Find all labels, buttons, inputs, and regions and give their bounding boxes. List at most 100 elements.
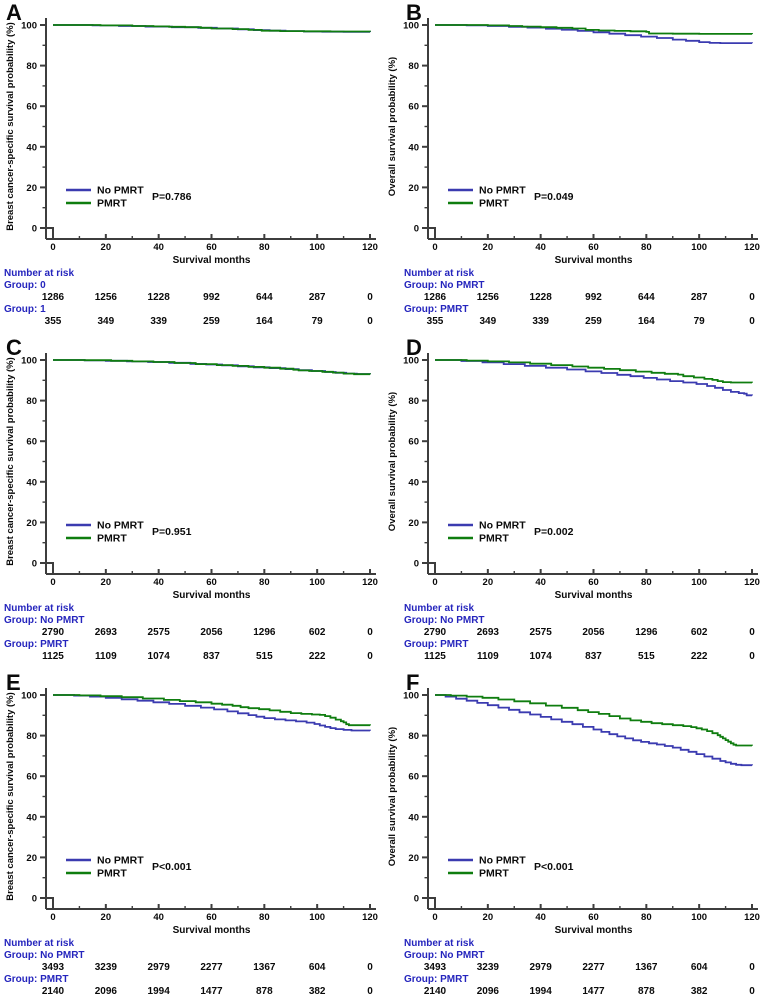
y-tick-label: 40 bbox=[26, 812, 37, 823]
x-tick-label: 0 bbox=[50, 577, 55, 588]
y-tick-label: 80 bbox=[26, 61, 37, 72]
risk-table-header: Number at risk bbox=[404, 268, 474, 279]
x-tick-label: 80 bbox=[259, 577, 270, 588]
risk-count: 222 bbox=[691, 651, 708, 662]
legend-label-no-pmrt: No PMRT bbox=[479, 855, 526, 867]
x-tick-label: 40 bbox=[535, 242, 546, 253]
y-tick-label: 80 bbox=[26, 731, 37, 742]
y-tick-label: 0 bbox=[414, 559, 419, 570]
x-tick-label: 120 bbox=[362, 577, 378, 588]
y-axis-title: Breast cancer-specific survival probabil… bbox=[5, 22, 16, 231]
risk-count: 1994 bbox=[530, 986, 553, 997]
risk-count: 2979 bbox=[148, 962, 171, 973]
risk-group-label: Group: No PMRT bbox=[404, 615, 485, 626]
risk-group-label: Group: No PMRT bbox=[4, 615, 85, 626]
risk-count: 3493 bbox=[42, 962, 65, 973]
km-chart-e: E 0 20 40 60 80 100 0 20 40 60 80 100 120 Survival mon… bbox=[4, 670, 378, 997]
risk-count: 878 bbox=[638, 986, 655, 997]
y-tick-label: 100 bbox=[21, 356, 37, 367]
x-tick-label: 100 bbox=[309, 242, 325, 253]
risk-table-header: Number at risk bbox=[4, 268, 74, 279]
legend-label-pmrt: PMRT bbox=[97, 868, 127, 880]
x-tick-label: 80 bbox=[259, 912, 270, 923]
origin-notch bbox=[46, 897, 54, 909]
risk-count: 2575 bbox=[530, 627, 553, 638]
risk-count: 1125 bbox=[42, 651, 64, 662]
x-tick-label: 80 bbox=[641, 577, 652, 588]
y-tick-label: 60 bbox=[408, 102, 419, 113]
y-tick-label: 80 bbox=[408, 731, 419, 742]
risk-count: 0 bbox=[367, 962, 373, 973]
risk-count: 1074 bbox=[530, 651, 553, 662]
y-tick-label: 40 bbox=[408, 812, 419, 823]
y-axis-title: Overall survival probability (%) bbox=[387, 727, 398, 866]
risk-group-label: Group: 1 bbox=[4, 304, 46, 315]
km-chart-a: A 0 20 40 60 80 100 0 20 40 60 80 100 120 Survival mon… bbox=[4, 0, 378, 327]
risk-table-header: Number at risk bbox=[4, 603, 74, 614]
y-tick-label: 80 bbox=[408, 61, 419, 72]
y-tick-label: 0 bbox=[32, 224, 37, 235]
risk-count: 339 bbox=[150, 316, 167, 327]
x-tick-label: 100 bbox=[691, 242, 707, 253]
risk-count: 837 bbox=[203, 651, 220, 662]
risk-count: 1477 bbox=[582, 986, 605, 997]
risk-count: 1256 bbox=[95, 292, 118, 303]
x-tick-label: 60 bbox=[206, 912, 217, 923]
y-tick-label: 40 bbox=[408, 142, 419, 153]
x-tick-label: 40 bbox=[153, 242, 164, 253]
origin-notch bbox=[428, 227, 436, 239]
y-tick-label: 40 bbox=[408, 477, 419, 488]
y-tick-label: 20 bbox=[408, 853, 419, 864]
risk-count: 1125 bbox=[424, 651, 446, 662]
risk-count: 79 bbox=[694, 316, 706, 327]
risk-count: 2140 bbox=[424, 986, 447, 997]
x-tick-label: 20 bbox=[483, 242, 494, 253]
origin-notch bbox=[428, 562, 436, 574]
risk-count: 1074 bbox=[148, 651, 171, 662]
risk-count: 1109 bbox=[95, 651, 117, 662]
risk-group-label: Group: No PMRT bbox=[404, 280, 485, 291]
km-curve-pmrt bbox=[53, 359, 371, 376]
risk-count: 0 bbox=[749, 986, 755, 997]
y-tick-label: 20 bbox=[26, 518, 37, 529]
origin-notch bbox=[428, 897, 436, 909]
x-tick-label: 100 bbox=[691, 912, 707, 923]
y-axis-title: Overall survival probability (%) bbox=[387, 392, 398, 531]
y-tick-label: 60 bbox=[408, 437, 419, 448]
risk-count: 0 bbox=[367, 627, 373, 638]
risk-count: 1228 bbox=[530, 292, 553, 303]
p-value: P<0.001 bbox=[534, 861, 574, 873]
risk-count: 602 bbox=[691, 627, 708, 638]
x-tick-label: 60 bbox=[206, 242, 217, 253]
x-tick-label: 100 bbox=[309, 912, 325, 923]
x-tick-label: 0 bbox=[432, 577, 437, 588]
legend-label-pmrt: PMRT bbox=[479, 533, 509, 545]
risk-table-header: Number at risk bbox=[404, 938, 474, 949]
x-tick-label: 20 bbox=[101, 242, 112, 253]
risk-group-label: Group: PMRT bbox=[4, 639, 68, 650]
x-tick-label: 60 bbox=[588, 912, 599, 923]
risk-count: 355 bbox=[45, 316, 62, 327]
risk-count: 1286 bbox=[42, 292, 65, 303]
risk-count: 644 bbox=[638, 292, 655, 303]
risk-group-label: Group: PMRT bbox=[404, 974, 468, 985]
risk-count: 0 bbox=[367, 316, 373, 327]
risk-count: 1367 bbox=[253, 962, 276, 973]
risk-count: 878 bbox=[256, 986, 273, 997]
risk-count: 604 bbox=[309, 962, 326, 973]
risk-count: 382 bbox=[691, 986, 708, 997]
risk-count: 3239 bbox=[477, 962, 500, 973]
risk-count: 2693 bbox=[95, 627, 118, 638]
y-tick-label: 60 bbox=[26, 437, 37, 448]
risk-count: 355 bbox=[427, 316, 444, 327]
km-chart-f: F 0 20 40 60 80 100 0 20 40 60 80 100 120 Survival mon… bbox=[387, 670, 760, 997]
risk-count: 1256 bbox=[477, 292, 500, 303]
panel-letter: E bbox=[6, 670, 21, 695]
panel-d: D 0 20 40 60 80 100 0 20 40 60 80 100 120 Survival mon… bbox=[382, 335, 764, 670]
x-tick-label: 20 bbox=[101, 577, 112, 588]
risk-count: 287 bbox=[691, 292, 708, 303]
y-tick-label: 100 bbox=[403, 691, 419, 702]
y-tick-label: 100 bbox=[403, 356, 419, 367]
panel-e: E 0 20 40 60 80 100 0 20 40 60 80 100 120 Survival mon… bbox=[0, 670, 382, 1005]
risk-group-label: Group: No PMRT bbox=[404, 950, 485, 961]
